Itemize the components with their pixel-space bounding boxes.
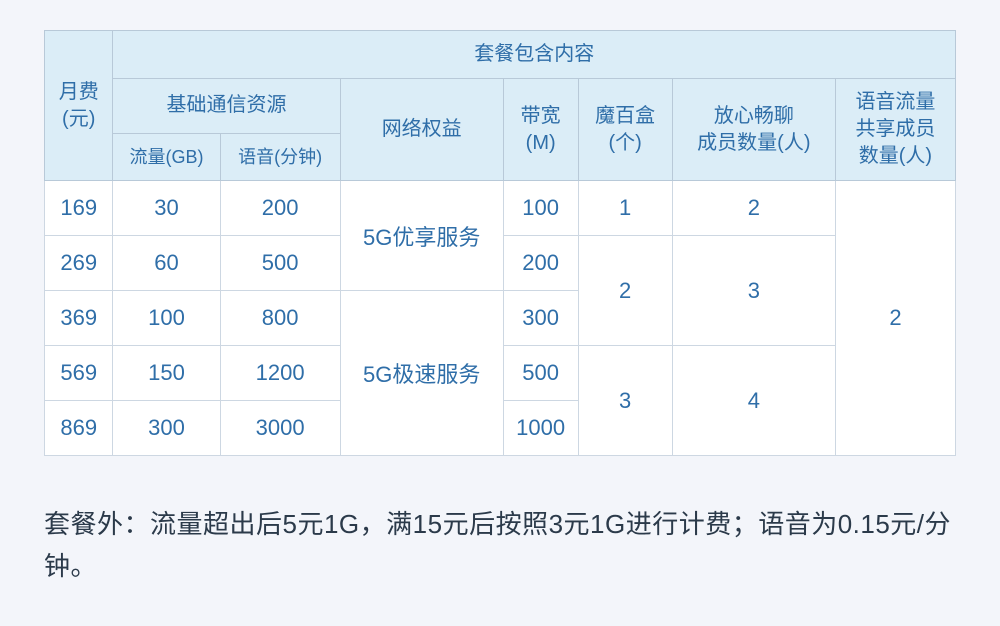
cell-box: 3 [578, 346, 672, 456]
cell-fee: 869 [45, 401, 113, 456]
plan-table: 月费(元) 套餐包含内容 基础通信资源 网络权益 带宽(M) 魔百盒(个) 放心… [44, 30, 956, 456]
col-basic: 基础通信资源 [113, 79, 340, 134]
cell-chat: 3 [672, 236, 835, 346]
cell-data: 30 [113, 181, 220, 236]
cell-fee: 369 [45, 291, 113, 346]
cell-network: 5G优享服务 [340, 181, 503, 291]
cell-voice: 200 [220, 181, 340, 236]
col-bandwidth: 带宽(M) [503, 79, 578, 181]
col-voice: 语音(分钟) [220, 133, 340, 180]
table-row: 169 30 200 5G优享服务 100 1 2 2 [45, 181, 956, 236]
cell-box: 1 [578, 181, 672, 236]
cell-fee: 569 [45, 346, 113, 401]
cell-bandwidth: 300 [503, 291, 578, 346]
cell-share: 2 [835, 181, 955, 456]
cell-bandwidth: 1000 [503, 401, 578, 456]
col-contents: 套餐包含内容 [113, 31, 956, 79]
cell-fee: 269 [45, 236, 113, 291]
cell-fee: 169 [45, 181, 113, 236]
cell-bandwidth: 500 [503, 346, 578, 401]
cell-chat: 2 [672, 181, 835, 236]
cell-voice: 800 [220, 291, 340, 346]
cell-box: 2 [578, 236, 672, 346]
cell-data: 100 [113, 291, 220, 346]
cell-voice: 3000 [220, 401, 340, 456]
col-box: 魔百盒(个) [578, 79, 672, 181]
cell-network: 5G极速服务 [340, 291, 503, 456]
col-fee: 月费(元) [45, 31, 113, 181]
col-share: 语音流量共享成员数量(人) [835, 79, 955, 181]
cell-bandwidth: 200 [503, 236, 578, 291]
cell-data: 300 [113, 401, 220, 456]
cell-chat: 4 [672, 346, 835, 456]
col-data: 流量(GB) [113, 133, 220, 180]
col-network: 网络权益 [340, 79, 503, 181]
cell-voice: 500 [220, 236, 340, 291]
footnote-text: 套餐外：流量超出后5元1G，满15元后按照3元1G进行计费；语音为0.15元/分… [44, 504, 956, 587]
cell-data: 60 [113, 236, 220, 291]
cell-voice: 1200 [220, 346, 340, 401]
col-chat: 放心畅聊成员数量(人) [672, 79, 835, 181]
cell-data: 150 [113, 346, 220, 401]
cell-bandwidth: 100 [503, 181, 578, 236]
